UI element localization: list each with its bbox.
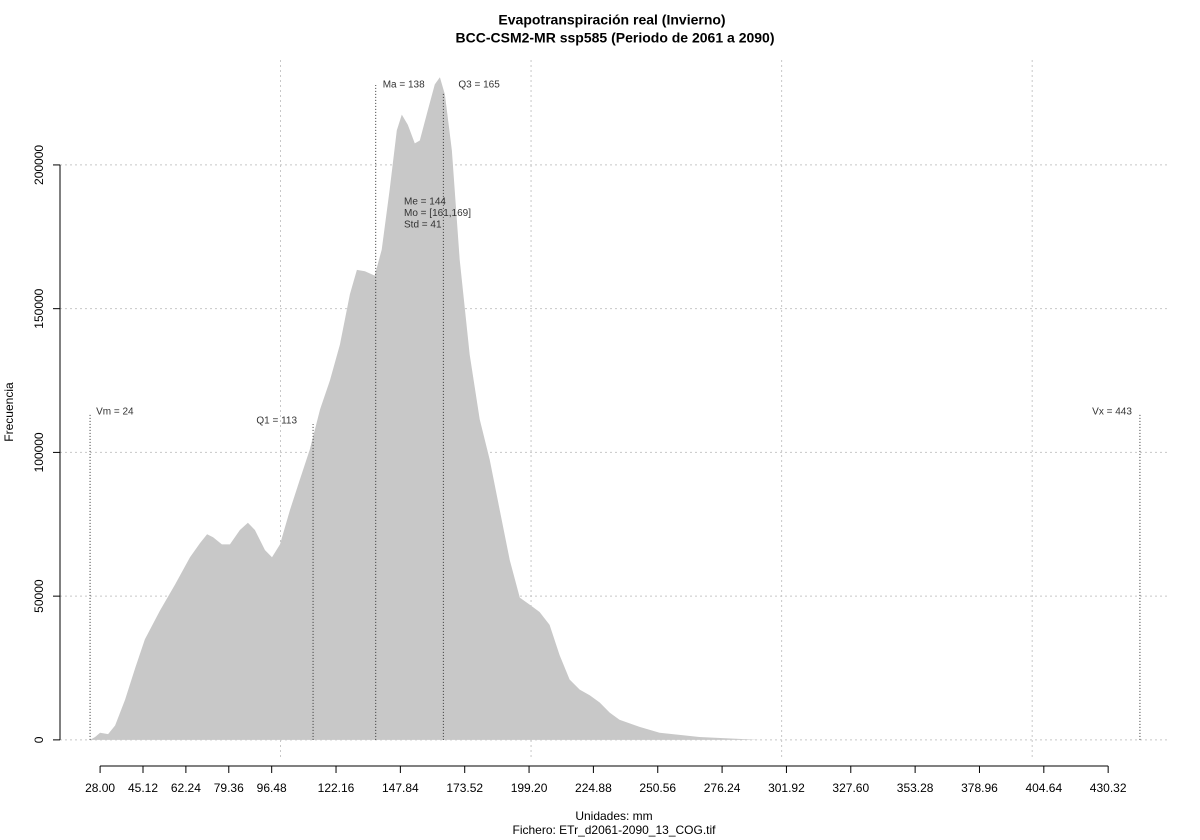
caption: Fichero: ETr_d2061-2090_13_COG.tif	[513, 823, 717, 837]
y-tick-label: 100000	[32, 432, 46, 472]
x-tick-label: 276.24	[704, 781, 741, 795]
stat-label: Std = 41	[404, 220, 442, 231]
y-axis-label: Frecuencia	[2, 382, 16, 442]
marker-label: Vm = 24	[96, 407, 134, 418]
x-tick-label: 122.16	[318, 781, 355, 795]
x-tick-label: 327.60	[832, 781, 869, 795]
stat-label: Mo = [161,169]	[404, 208, 471, 219]
x-axis-label: Unidades: mm	[575, 809, 652, 823]
marker-label: Ma = 138	[383, 80, 425, 91]
x-tick-label: 378.96	[961, 781, 998, 795]
marker-label: Q1 = 113	[256, 416, 297, 427]
x-tick-label: 79.36	[214, 781, 244, 795]
density-area	[90, 77, 1140, 740]
x-tick-label: 430.32	[1090, 781, 1127, 795]
y-tick-label: 200000	[32, 145, 46, 185]
marker-label: Q3 = 165	[458, 80, 500, 91]
x-tick-label: 250.56	[639, 781, 676, 795]
x-tick-label: 62.24	[171, 781, 201, 795]
chart-subtitle: BCC-CSM2-MR ssp585 (Periodo de 2061 a 20…	[456, 30, 775, 46]
x-tick-label: 199.20	[511, 781, 548, 795]
x-tick-label: 224.88	[575, 781, 612, 795]
y-tick-label: 50000	[32, 579, 46, 613]
x-tick-label: 404.64	[1025, 781, 1062, 795]
x-tick-label: 147.84	[382, 781, 419, 795]
x-tick-label: 353.28	[897, 781, 934, 795]
y-tick-label: 150000	[32, 288, 46, 328]
x-tick-label: 96.48	[257, 781, 287, 795]
chart-title: Evapotranspiración real (Invierno)	[498, 12, 725, 28]
stat-label: Me = 144	[404, 197, 446, 208]
marker-label: Vx = 443	[1092, 407, 1132, 418]
x-tick-label: 301.92	[768, 781, 805, 795]
x-tick-label: 45.12	[128, 781, 158, 795]
y-tick-label: 0	[32, 736, 46, 743]
x-tick-label: 173.52	[446, 781, 483, 795]
x-tick-label: 28.00	[85, 781, 115, 795]
